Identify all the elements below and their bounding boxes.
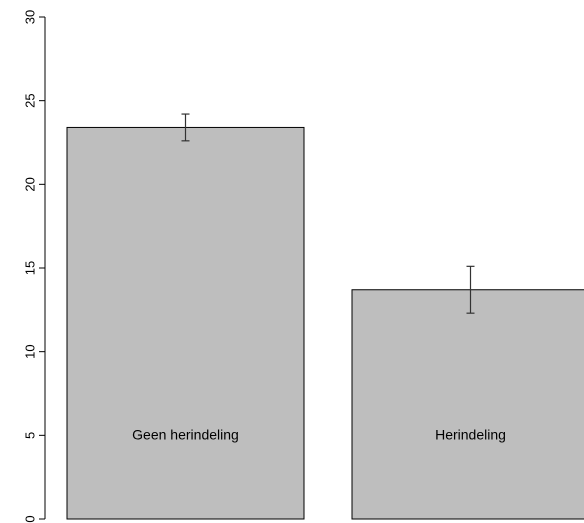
y-tick-label: 10 xyxy=(22,344,37,358)
bar-labels: Geen herindeling Herindeling xyxy=(132,427,506,443)
y-tick-label: 20 xyxy=(22,177,37,191)
y-axis: 0 5 10 15 20 25 30 xyxy=(22,10,46,523)
category-label: Geen herindeling xyxy=(132,427,239,443)
y-tick-label: 5 xyxy=(22,432,37,439)
y-tick-label: 30 xyxy=(22,10,37,24)
y-tick-label: 25 xyxy=(22,93,37,107)
y-tick-label: 15 xyxy=(22,261,37,275)
bar xyxy=(351,289,584,520)
y-tick-label: 0 xyxy=(22,515,37,522)
category-label: Herindeling xyxy=(435,427,506,443)
bars xyxy=(66,126,584,520)
error-bars xyxy=(181,113,475,314)
bar xyxy=(66,126,305,520)
